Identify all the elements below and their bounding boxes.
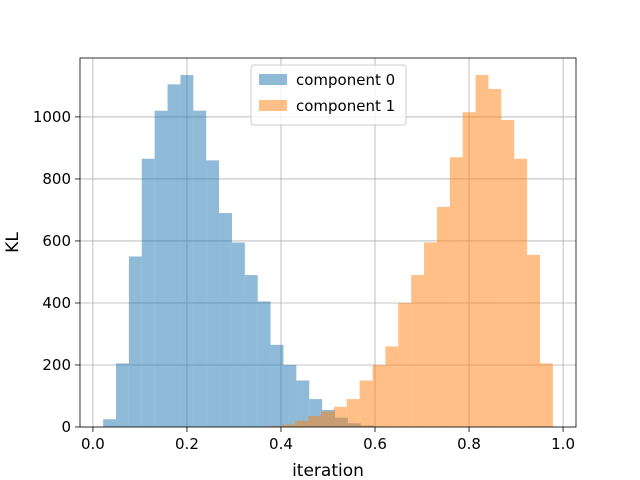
bar-component-0 <box>270 344 284 427</box>
bar-component-1 <box>462 112 476 427</box>
bar-component-1 <box>346 399 360 427</box>
y-tick-label: 200 <box>42 356 71 374</box>
y-tick-label: 1000 <box>33 108 71 126</box>
bar-component-1 <box>295 420 309 427</box>
y-axis-label: KL <box>3 232 23 253</box>
plot-frame <box>79 57 577 428</box>
legend-label-component-0: component 0 <box>296 71 395 89</box>
bar-component-1 <box>269 426 283 427</box>
bar-component-1 <box>449 157 463 427</box>
bar-component-0 <box>283 364 297 427</box>
bar-component-1 <box>359 380 373 427</box>
bar-component-1 <box>475 75 489 427</box>
legend: component 0 component 1 <box>250 64 407 126</box>
bar-component-1 <box>333 406 347 427</box>
bar-component-1 <box>411 275 425 427</box>
x-tick-label: 0.6 <box>363 435 387 453</box>
bar-component-0 <box>206 160 220 427</box>
bar-component-1 <box>539 363 553 427</box>
bar-component-1 <box>385 346 399 427</box>
bar-component-0 <box>128 256 142 427</box>
bar-component-1 <box>501 120 515 427</box>
y-axis-ticks: 0 200 400 600 800 1000 <box>33 108 80 436</box>
x-axis-ticks: 0.0 0.2 0.4 0.6 0.8 1.0 <box>81 427 575 453</box>
x-tick-label: 0.0 <box>81 435 105 453</box>
bar-component-0 <box>141 158 155 427</box>
bar-component-1 <box>436 206 450 427</box>
bar-component-0 <box>167 84 181 427</box>
x-tick-label: 0.2 <box>175 435 199 453</box>
bar-component-0 <box>231 242 245 427</box>
x-tick-label: 0.4 <box>269 435 293 453</box>
bar-component-1 <box>320 411 334 427</box>
y-tick-label: 400 <box>42 294 71 312</box>
y-tick-label: 800 <box>42 170 71 188</box>
bar-component-1 <box>308 416 321 427</box>
bar-component-1 <box>398 302 412 427</box>
bar-component-0 <box>244 275 258 427</box>
bar-component-0 <box>103 419 117 427</box>
bar-component-1 <box>527 254 540 427</box>
x-tick-label: 1.0 <box>551 435 575 453</box>
bars <box>103 75 553 428</box>
legend-swatch-component-0 <box>259 74 287 85</box>
bar-component-1 <box>488 89 502 428</box>
bar-component-0 <box>116 363 129 427</box>
bar-component-0 <box>193 110 207 427</box>
bar-component-0 <box>154 110 168 427</box>
bar-component-0 <box>296 380 310 427</box>
y-tick-label: 0 <box>61 418 71 436</box>
bar-component-1 <box>514 158 528 427</box>
bar-component-1 <box>372 364 386 427</box>
legend-box <box>250 64 407 126</box>
legend-swatch-component-1 <box>259 100 287 111</box>
legend-label-component-1: component 1 <box>296 97 395 115</box>
bar-component-1 <box>282 424 296 427</box>
bar-component-0 <box>180 75 194 427</box>
bar-component-1 <box>424 242 437 427</box>
x-tick-label: 0.8 <box>457 435 481 453</box>
bar-component-0 <box>219 213 232 427</box>
x-axis-label: iteration <box>292 461 364 480</box>
y-tick-label: 600 <box>42 232 71 250</box>
bar-component-0 <box>257 301 271 427</box>
